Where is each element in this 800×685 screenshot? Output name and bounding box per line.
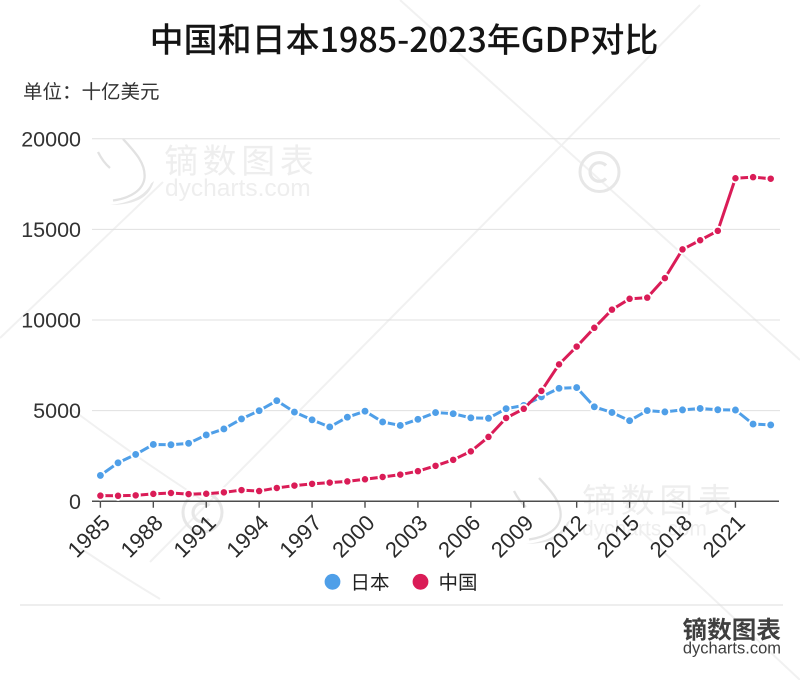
- svg-text:10000: 10000: [21, 309, 81, 333]
- svg-text:0: 0: [69, 490, 81, 514]
- svg-text:15000: 15000: [21, 218, 81, 242]
- svg-text:dycharts.com: dycharts.com: [165, 175, 311, 202]
- svg-text:dycharts.com: dycharts.com: [683, 640, 781, 658]
- svg-text:dycharts.com: dycharts.com: [582, 518, 707, 541]
- svg-text:20000: 20000: [21, 127, 81, 151]
- svg-text:5000: 5000: [33, 399, 81, 423]
